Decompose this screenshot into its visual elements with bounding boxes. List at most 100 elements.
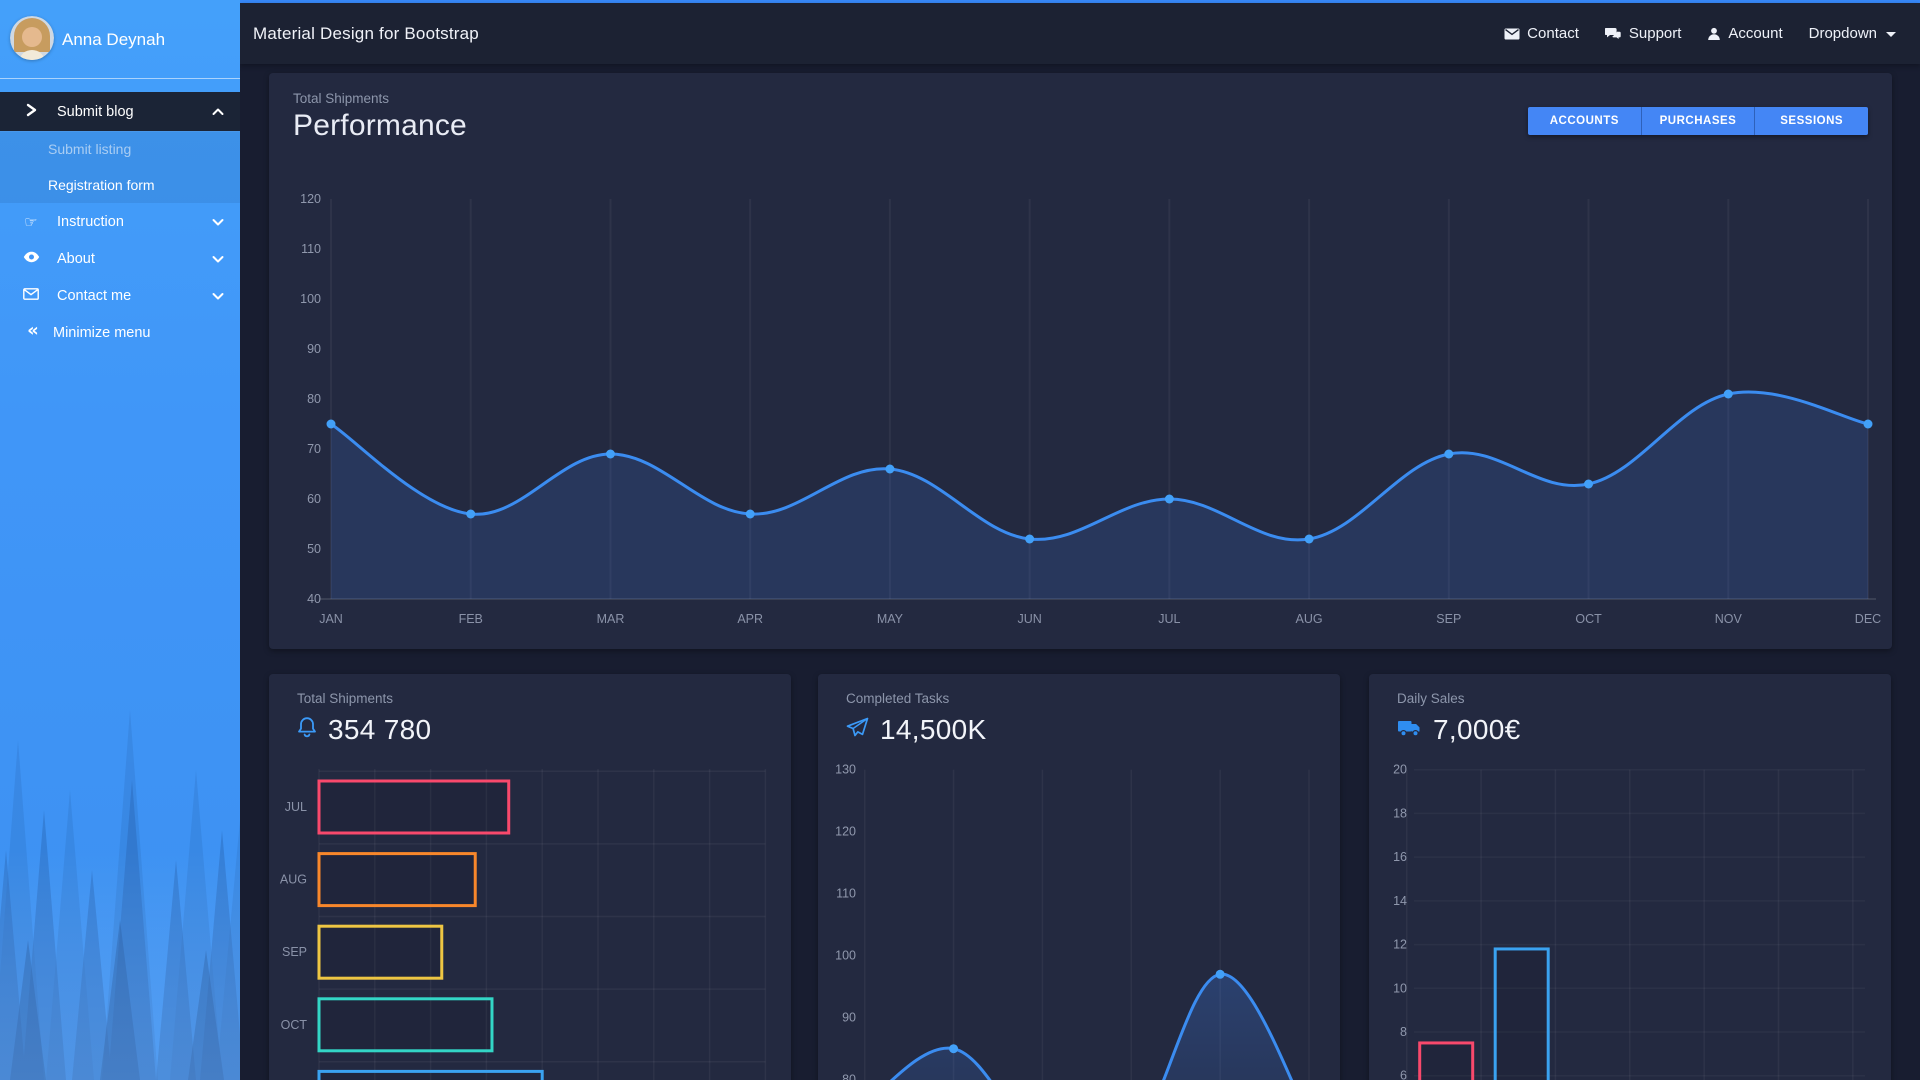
svg-text:90: 90 [307, 342, 321, 356]
sidebar-item-label: Instruction [57, 213, 124, 230]
svg-text:80: 80 [842, 1073, 856, 1080]
svg-text:90: 90 [842, 1011, 856, 1025]
stat-value-row: 7,000€ [1397, 714, 1520, 746]
daily-sales-card: Daily Sales 7,000€ 20 18 16 14 12 10 8 6 [1369, 674, 1891, 1080]
sidebar-menu: Submit blog Submit listing Registration … [0, 92, 240, 351]
svg-text:SEP: SEP [282, 945, 307, 959]
sidebar-divider [0, 78, 240, 79]
svg-text:JUN: JUN [1017, 612, 1041, 626]
navbar-item-label: Dropdown [1808, 25, 1877, 42]
svg-text:OCT: OCT [1575, 612, 1602, 626]
purchases-button[interactable]: PURCHASES [1640, 107, 1755, 135]
svg-text:FEB: FEB [459, 612, 483, 626]
envelope-icon [1504, 28, 1520, 40]
svg-text:SEP: SEP [1436, 612, 1461, 626]
navbar-item-account[interactable]: Account [1707, 25, 1783, 42]
navbar-item-label: Contact [1527, 25, 1579, 42]
svg-text:NOV: NOV [1715, 612, 1743, 626]
chat-icon [1604, 27, 1622, 40]
svg-text:JAN: JAN [319, 612, 343, 626]
svg-text:10: 10 [1393, 981, 1407, 995]
svg-text:6: 6 [1400, 1069, 1407, 1080]
chevron-down-icon [212, 251, 224, 267]
sidebar-item-label: Submit blog [57, 103, 134, 120]
top-navbar: Material Design for Bootstrap Contact Su… [240, 3, 1920, 64]
svg-text:JUL: JUL [285, 800, 307, 814]
bell-icon [297, 716, 317, 744]
svg-text:8: 8 [1400, 1025, 1407, 1039]
sidebar-item-label: About [57, 250, 95, 267]
svg-text:20: 20 [1393, 763, 1407, 777]
svg-text:14: 14 [1393, 894, 1407, 908]
accounts-button[interactable]: ACCOUNTS [1528, 107, 1641, 135]
svg-text:100: 100 [300, 292, 321, 306]
svg-text:80: 80 [307, 392, 321, 406]
page-title: Performance [293, 109, 467, 142]
sidebar-item-instruction[interactable]: ☞ Instruction [0, 203, 240, 240]
top-accent-bar [0, 0, 1920, 3]
angle-double-left-icon: « [27, 320, 39, 341]
chevron-up-icon [212, 104, 224, 120]
user-icon [1707, 27, 1721, 41]
stat-card-label: Daily Sales [1397, 691, 1465, 706]
svg-text:AUG: AUG [280, 873, 307, 887]
envelope-icon [22, 287, 40, 304]
performance-card-subtitle: Total Shipments [293, 91, 390, 106]
svg-text:120: 120 [300, 192, 321, 206]
svg-text:110: 110 [301, 242, 321, 256]
navbar-item-label: Account [1728, 25, 1783, 42]
paper-plane-icon [846, 717, 869, 743]
svg-text:18: 18 [1393, 806, 1407, 820]
svg-text:12: 12 [1393, 938, 1407, 952]
navbar-item-dropdown[interactable]: Dropdown [1809, 25, 1896, 42]
sidebar-subitem-submit-listing[interactable]: Submit listing [0, 131, 240, 167]
sidebar-item-submit-blog[interactable]: Submit blog [0, 92, 240, 131]
sessions-button[interactable]: SESSIONS [1754, 107, 1868, 135]
hand-pointer-icon: ☞ [24, 212, 38, 231]
stat-card-value: 7,000€ [1433, 714, 1521, 745]
eye-icon [22, 251, 40, 267]
stat-value-row: 14,500K [846, 714, 986, 746]
sidebar-item-contact-me[interactable]: Contact me [0, 277, 240, 314]
sidebar-item-about[interactable]: About [0, 240, 240, 277]
total-shipments-card: Total Shipments 354 780 JUL AUG SEP OCT [269, 674, 791, 1080]
chevron-down-icon [212, 288, 224, 304]
svg-text:70: 70 [307, 442, 321, 456]
navbar-title: Material Design for Bootstrap [253, 23, 479, 43]
subitem-label: Registration form [48, 177, 155, 193]
sidebar-profile: Anna Deynah [0, 0, 240, 78]
svg-text:OCT: OCT [281, 1018, 308, 1032]
stat-card-value: 14,500K [880, 714, 987, 745]
stat-card-label: Total Shipments [297, 691, 394, 706]
svg-text:110: 110 [836, 887, 856, 901]
svg-text:DEC: DEC [1855, 612, 1881, 626]
avatar [10, 16, 54, 60]
sidebar-subitem-registration-form[interactable]: Registration form [0, 167, 240, 203]
user-name: Anna Deynah [62, 30, 166, 49]
stat-value-row: 354 780 [297, 714, 431, 746]
forest-background-decoration [0, 710, 240, 1080]
truck-icon [1397, 718, 1422, 743]
chevron-right-icon [22, 103, 40, 121]
navbar-menu: Contact Support Account Dropdown [1504, 25, 1896, 42]
chart-filter-button-group: ACCOUNTS PURCHASES SESSIONS [1528, 107, 1868, 135]
sidebar-item-label: Minimize menu [53, 324, 151, 341]
sidebar-item-minimize-menu[interactable]: « Minimize menu [0, 314, 240, 351]
sidebar: Anna Deynah Submit blog Submit listing R… [0, 0, 240, 1080]
svg-text:AUG: AUG [1296, 612, 1323, 626]
completed-tasks-card: Completed Tasks 14,500K 130 120 110 100 90 80 [818, 674, 1340, 1080]
svg-text:APR: APR [737, 612, 763, 626]
navbar-item-label: Support [1628, 25, 1682, 42]
svg-text:MAR: MAR [597, 612, 625, 626]
navbar-item-support[interactable]: Support [1604, 25, 1682, 42]
svg-text:60: 60 [307, 492, 321, 506]
stat-card-value: 354 780 [328, 714, 432, 745]
subitem-label: Submit listing [48, 141, 132, 157]
svg-text:16: 16 [1393, 850, 1407, 864]
sidebar-submenu: Submit listing Registration form [0, 131, 240, 203]
sidebar-item-label: Contact me [57, 287, 132, 304]
navbar-item-contact[interactable]: Contact [1504, 25, 1579, 42]
stat-card-label: Completed Tasks [846, 691, 950, 706]
svg-text:130: 130 [835, 763, 856, 777]
svg-text:MAY: MAY [877, 612, 904, 626]
